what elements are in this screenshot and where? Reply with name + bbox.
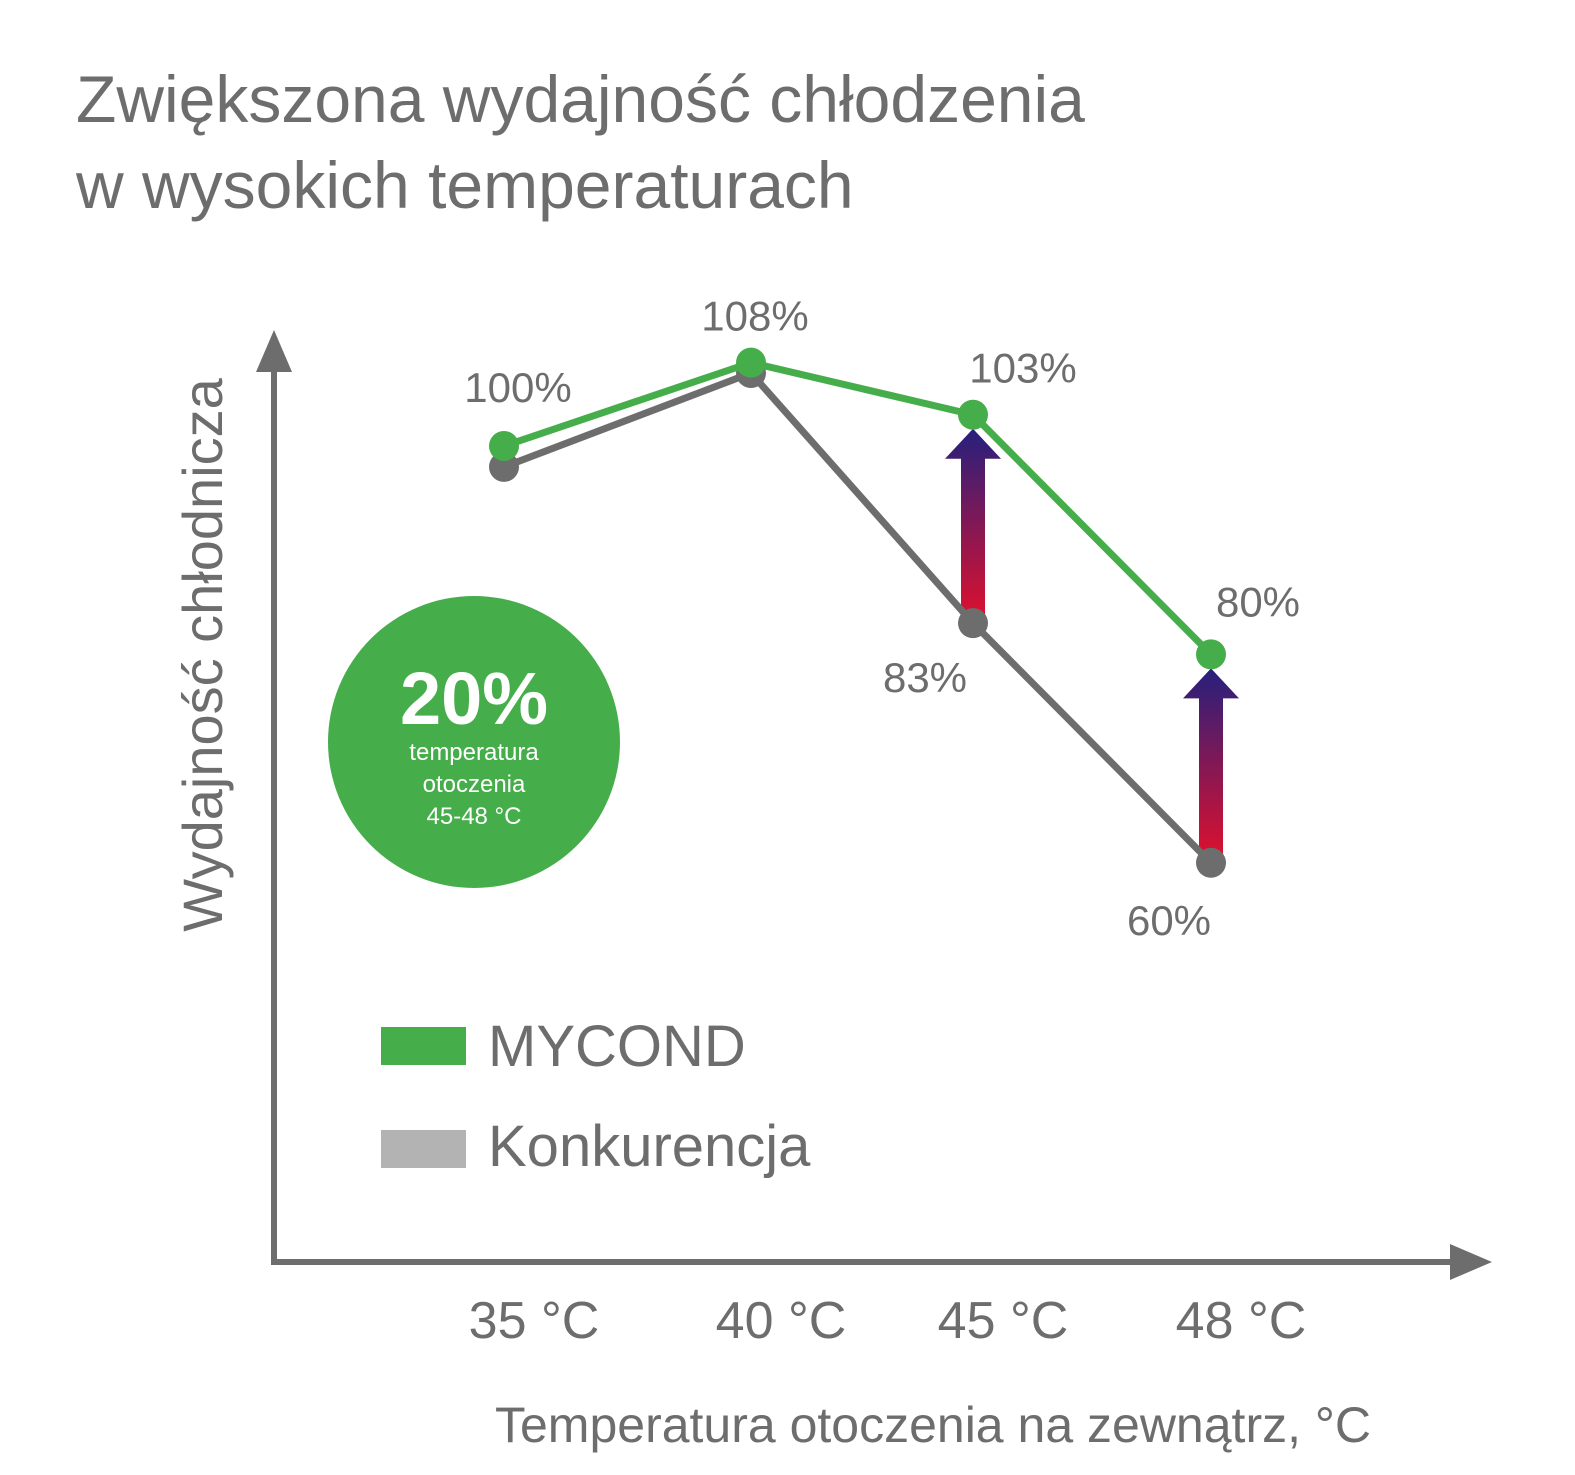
y-axis-arrowhead [256,330,292,372]
legend-swatch-konkurencja [381,1130,466,1168]
legend-label-konkurencja: Konkurencja [488,1114,811,1179]
series-lines [489,347,1226,878]
data-labels: 100% 108% 103% 80% 83% 60% [464,293,1300,944]
x-tick-labels: 35 °C 40 °C 45 °C 48 °C [469,1292,1307,1350]
data-point-mycond [489,431,519,461]
chart-title: Zwiększona wydajność chłodzenia w wysoki… [76,56,1085,228]
data-point-mycond [736,347,766,378]
data-point-mycond [958,399,988,430]
data-point-konkurencja [958,608,988,639]
badge-circle [328,596,620,888]
y-axis-label: Wydajność chłodnicza [171,377,234,931]
badge-line-1: temperatura [409,739,539,766]
legend: MYCOND Konkurencja [381,1014,811,1179]
legend-label-mycond: MYCOND [488,1014,746,1079]
x-axis-arrowhead [1450,1244,1492,1280]
data-point-konkurencja [1196,847,1226,878]
improvement-badge: 20% temperatura otoczenia 45-48 °C [328,596,620,888]
improvement-arrow [1183,668,1239,863]
data-label-konkurencja: 60% [1127,897,1211,944]
data-point-mycond [1196,639,1226,670]
badge-line-3: 45-48 °C [427,803,522,830]
badge-line-2: otoczenia [423,771,526,798]
data-label-mycond: 80% [1216,578,1300,625]
improvement-arrows [945,428,1239,863]
x-tick-label: 48 °C [1176,1292,1307,1350]
improvement-arrow [945,428,1001,624]
series-line-mycond [502,359,1214,657]
title-line-2: w wysokich temperaturach [76,148,854,222]
badge-value: 20% [400,657,548,740]
data-point-konkurencja [489,451,519,482]
x-tick-label: 35 °C [469,1292,600,1350]
data-label-mycond: 103% [969,345,1076,392]
title-line-1: Zwiększona wydajność chłodzenia [76,62,1085,136]
x-tick-label: 45 °C [938,1292,1069,1350]
data-label-mycond: 100% [464,364,571,411]
series-line-konkurencja [502,369,1214,866]
legend-swatch-mycond [381,1027,466,1065]
data-label-mycond: 108% [701,293,808,340]
data-label-konkurencja: 83% [883,654,967,701]
x-tick-label: 40 °C [716,1292,847,1350]
x-axis-label: Temperatura otoczenia na zewnątrz, °C [495,1397,1371,1453]
